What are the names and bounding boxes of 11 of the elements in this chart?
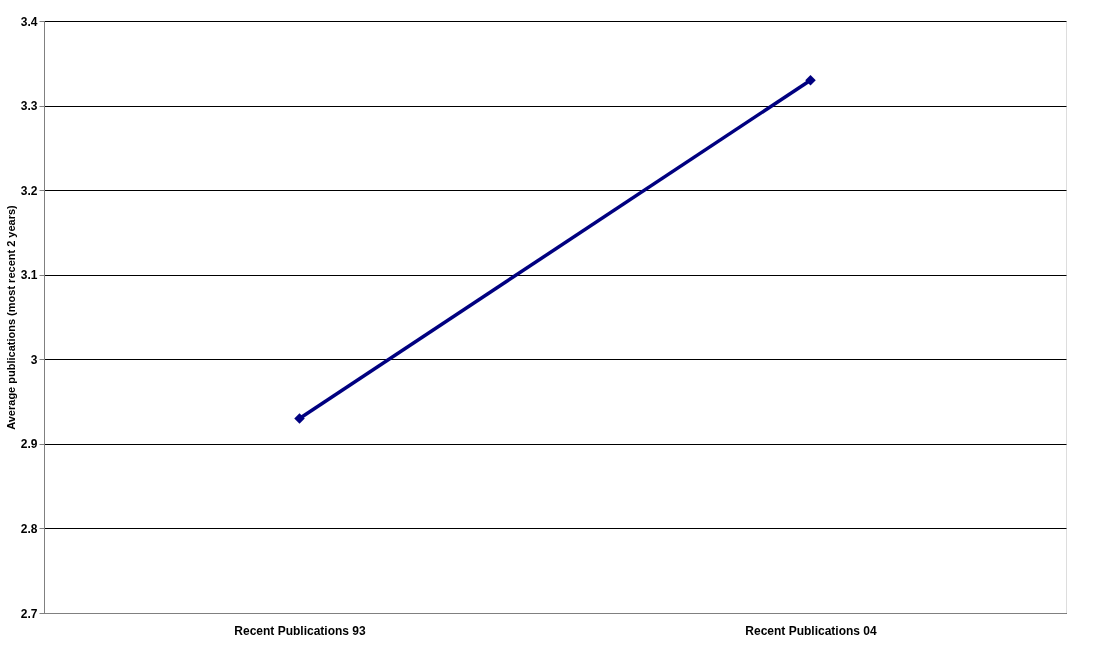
- y-tick-label: 3.1: [20, 268, 38, 283]
- y-tick-label: 3: [30, 352, 38, 367]
- x-tick-label: Recent Publications 93: [234, 623, 367, 638]
- y-tick-label: 2.8: [20, 521, 38, 536]
- y-tick-label: 3.2: [20, 183, 38, 198]
- y-tick-label: 3.3: [20, 99, 38, 114]
- y-tick-label: 2.9: [20, 437, 38, 452]
- x-tick-label: Recent Publications 04: [745, 623, 878, 638]
- y-tick-label: 2.7: [20, 606, 38, 621]
- y-axis-title: Average publications (most recent 2 years): [4, 204, 17, 430]
- y-tick-label: 3.4: [20, 14, 38, 29]
